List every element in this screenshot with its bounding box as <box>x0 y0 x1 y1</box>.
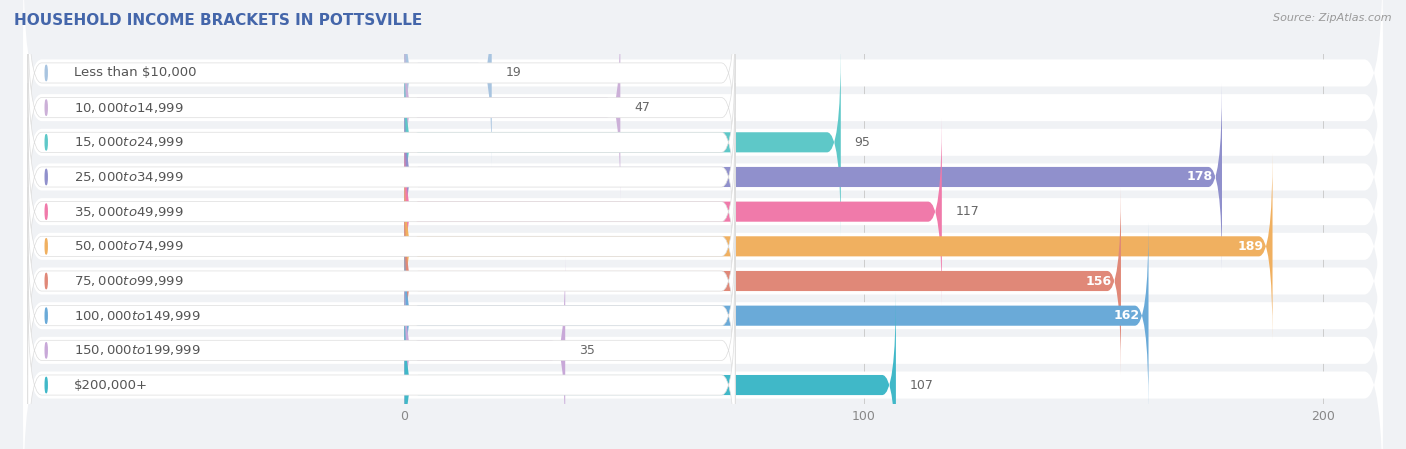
FancyBboxPatch shape <box>405 291 896 449</box>
Text: 178: 178 <box>1187 171 1213 184</box>
FancyBboxPatch shape <box>405 118 942 306</box>
Text: $75,000 to $99,999: $75,000 to $99,999 <box>73 274 183 288</box>
FancyBboxPatch shape <box>405 13 620 202</box>
FancyBboxPatch shape <box>405 83 1222 271</box>
FancyBboxPatch shape <box>24 0 1382 233</box>
FancyBboxPatch shape <box>24 225 1382 449</box>
FancyBboxPatch shape <box>24 190 1382 441</box>
Text: 117: 117 <box>956 205 980 218</box>
FancyBboxPatch shape <box>28 222 735 409</box>
FancyBboxPatch shape <box>24 156 1382 406</box>
Text: $50,000 to $74,999: $50,000 to $74,999 <box>73 239 183 253</box>
Text: Source: ZipAtlas.com: Source: ZipAtlas.com <box>1274 13 1392 23</box>
FancyBboxPatch shape <box>405 0 492 167</box>
FancyBboxPatch shape <box>405 222 1149 409</box>
Text: 189: 189 <box>1237 240 1264 253</box>
Circle shape <box>45 239 48 254</box>
FancyBboxPatch shape <box>24 52 1382 302</box>
Text: $15,000 to $24,999: $15,000 to $24,999 <box>73 135 183 150</box>
Text: $200,000+: $200,000+ <box>73 379 148 392</box>
Text: $25,000 to $34,999: $25,000 to $34,999 <box>73 170 183 184</box>
Circle shape <box>45 169 48 185</box>
Circle shape <box>45 100 48 115</box>
FancyBboxPatch shape <box>28 13 735 202</box>
FancyBboxPatch shape <box>28 152 735 340</box>
Text: $35,000 to $49,999: $35,000 to $49,999 <box>73 205 183 219</box>
FancyBboxPatch shape <box>24 17 1382 268</box>
FancyBboxPatch shape <box>28 118 735 306</box>
Text: 19: 19 <box>506 66 522 79</box>
FancyBboxPatch shape <box>405 187 1121 375</box>
FancyBboxPatch shape <box>24 0 1382 198</box>
FancyBboxPatch shape <box>28 83 735 271</box>
Circle shape <box>45 378 48 393</box>
Circle shape <box>45 65 48 80</box>
Text: $150,000 to $199,999: $150,000 to $199,999 <box>73 343 200 357</box>
Text: Less than $10,000: Less than $10,000 <box>73 66 197 79</box>
Circle shape <box>45 308 48 323</box>
FancyBboxPatch shape <box>24 121 1382 371</box>
FancyBboxPatch shape <box>28 0 735 167</box>
Circle shape <box>45 343 48 358</box>
Text: 162: 162 <box>1114 309 1139 322</box>
FancyBboxPatch shape <box>405 48 841 236</box>
FancyBboxPatch shape <box>28 291 735 449</box>
Circle shape <box>45 273 48 289</box>
Circle shape <box>45 204 48 219</box>
Text: $10,000 to $14,999: $10,000 to $14,999 <box>73 101 183 114</box>
FancyBboxPatch shape <box>405 256 565 445</box>
FancyBboxPatch shape <box>28 187 735 375</box>
FancyBboxPatch shape <box>24 87 1382 337</box>
FancyBboxPatch shape <box>28 256 735 445</box>
Text: 95: 95 <box>855 136 870 149</box>
Text: 47: 47 <box>634 101 650 114</box>
Text: 156: 156 <box>1085 274 1112 287</box>
FancyBboxPatch shape <box>24 260 1382 449</box>
FancyBboxPatch shape <box>405 152 1272 340</box>
FancyBboxPatch shape <box>28 48 735 236</box>
Text: HOUSEHOLD INCOME BRACKETS IN POTTSVILLE: HOUSEHOLD INCOME BRACKETS IN POTTSVILLE <box>14 13 422 28</box>
Text: 107: 107 <box>910 379 934 392</box>
Text: 35: 35 <box>579 344 595 357</box>
Circle shape <box>45 135 48 150</box>
Text: $100,000 to $149,999: $100,000 to $149,999 <box>73 308 200 323</box>
